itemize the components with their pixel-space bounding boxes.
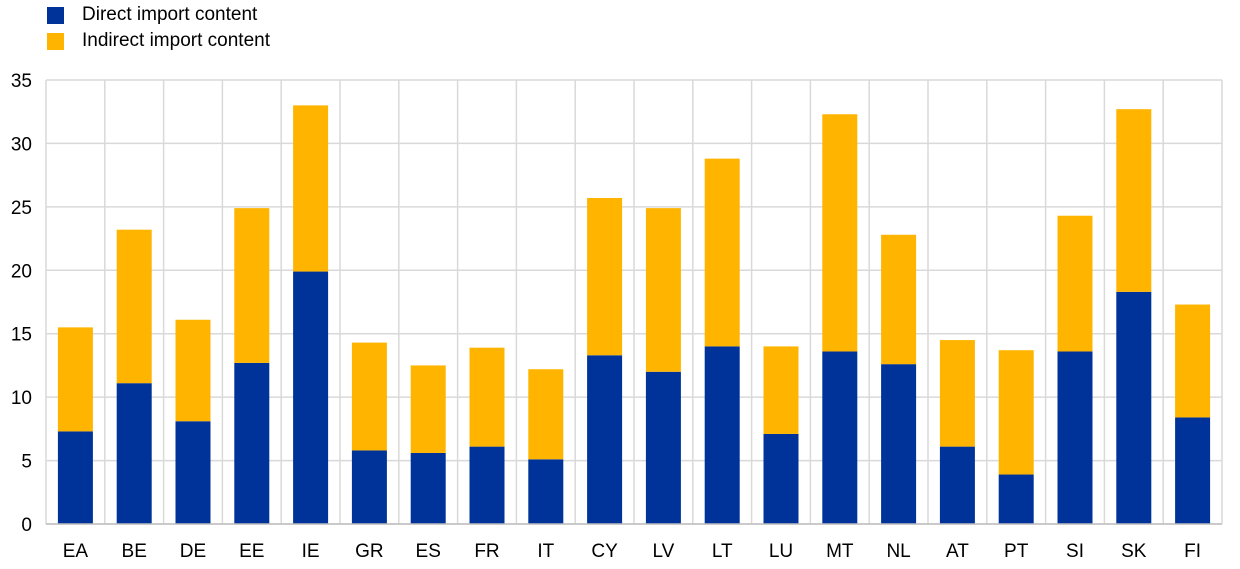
legend-item-indirect: Indirect import content xyxy=(47,28,270,54)
bar-direct-ea xyxy=(57,431,93,524)
bar-direct-fr xyxy=(469,446,505,524)
bar-indirect-de xyxy=(175,319,211,422)
x-tick-label: GR xyxy=(355,541,384,562)
legend-label-indirect: Indirect import content xyxy=(82,30,270,51)
bar-indirect-nl xyxy=(881,234,917,365)
bar-direct-pt xyxy=(998,474,1034,524)
x-tick-label: PT xyxy=(1004,541,1029,562)
bar-indirect-es xyxy=(410,365,446,453)
x-tick-label: IE xyxy=(302,541,320,562)
y-tick-label: 0 xyxy=(21,515,32,536)
x-tick-label: CY xyxy=(591,541,618,562)
bar-direct-si xyxy=(1057,351,1093,524)
x-tick-label: MT xyxy=(826,541,854,562)
x-tick-label: EE xyxy=(239,541,264,562)
bar-indirect-lt xyxy=(704,158,740,347)
x-tick-label: NL xyxy=(886,541,910,562)
x-tick-label: EA xyxy=(63,541,89,562)
bar-direct-lu xyxy=(763,433,799,524)
bar-direct-be xyxy=(116,383,152,524)
bar-indirect-mt xyxy=(822,114,858,352)
legend-item-direct: Direct import content xyxy=(47,2,270,28)
bar-indirect-ee xyxy=(234,208,270,363)
x-tick-label: LT xyxy=(712,541,733,562)
y-tick-label: 10 xyxy=(11,388,32,409)
legend-label-direct: Direct import content xyxy=(82,4,258,25)
bar-direct-ie xyxy=(293,271,329,524)
bar-indirect-si xyxy=(1057,215,1093,352)
bar-direct-gr xyxy=(351,450,387,524)
x-tick-label: AT xyxy=(946,541,969,562)
bar-indirect-gr xyxy=(351,342,387,451)
bar-direct-ee xyxy=(234,362,270,524)
bar-indirect-cy xyxy=(587,197,623,356)
bar-direct-at xyxy=(939,446,975,524)
bar-indirect-ea xyxy=(57,327,93,432)
x-tick-label: BE xyxy=(122,541,147,562)
bar-indirect-sk xyxy=(1116,109,1152,292)
bar-indirect-at xyxy=(939,340,975,447)
bar-direct-fi xyxy=(1175,417,1211,524)
y-tick-label: 15 xyxy=(11,325,32,346)
bar-indirect-ie xyxy=(293,105,329,272)
y-tick-label: 30 xyxy=(11,134,32,155)
bar-direct-sk xyxy=(1116,291,1152,524)
bar-indirect-fr xyxy=(469,347,505,447)
x-tick-label: IT xyxy=(537,541,554,562)
bar-indirect-lu xyxy=(763,346,799,434)
bar-direct-it xyxy=(528,459,564,524)
bar-indirect-lv xyxy=(645,208,681,372)
y-tick-label: 20 xyxy=(11,261,32,282)
x-tick-label: SK xyxy=(1121,541,1147,562)
y-tick-label: 35 xyxy=(11,71,32,92)
y-tick-label: 25 xyxy=(11,198,32,219)
bar-indirect-be xyxy=(116,229,152,384)
legend-swatch-indirect xyxy=(47,32,64,50)
y-tick-label: 5 xyxy=(21,452,32,473)
bar-direct-de xyxy=(175,421,211,524)
bar-direct-lt xyxy=(704,346,740,524)
x-tick-label: LU xyxy=(769,541,793,562)
bar-indirect-pt xyxy=(998,350,1034,475)
x-tick-label: FR xyxy=(474,541,499,562)
legend: Direct import content Indirect import co… xyxy=(47,2,270,54)
x-tick-label: FI xyxy=(1184,541,1201,562)
bar-indirect-it xyxy=(528,369,564,460)
x-tick-label: LV xyxy=(652,541,674,562)
x-tick-label: SI xyxy=(1066,541,1084,562)
bar-direct-es xyxy=(410,452,446,524)
bar-direct-cy xyxy=(587,355,623,524)
x-tick-label: DE xyxy=(180,541,206,562)
bar-direct-nl xyxy=(881,364,917,524)
x-tick-label: ES xyxy=(416,541,441,562)
legend-swatch-direct xyxy=(47,6,64,24)
bar-indirect-fi xyxy=(1175,304,1211,418)
bar-direct-lv xyxy=(645,371,681,524)
bar-direct-mt xyxy=(822,351,858,524)
